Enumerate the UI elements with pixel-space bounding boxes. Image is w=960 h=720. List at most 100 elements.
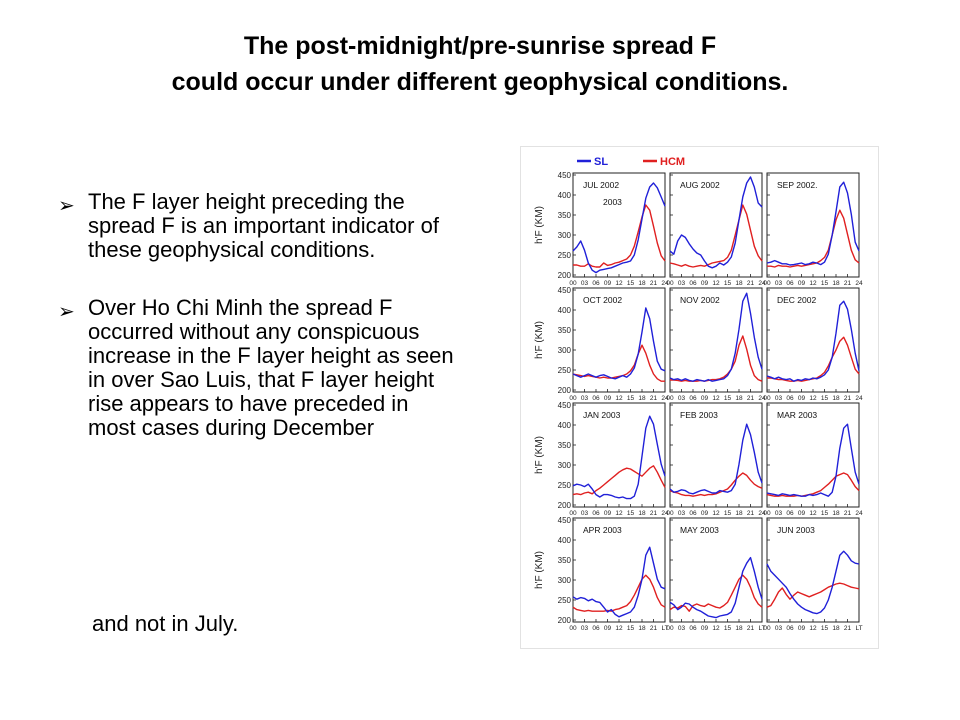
x-tick-label: 18 (832, 280, 840, 287)
series-line-sl (669, 423, 763, 495)
y-tick-label: 200 (558, 616, 572, 625)
panel-frame (572, 172, 666, 278)
panel-frame (669, 517, 763, 623)
x-tick-label: 21 (747, 395, 755, 402)
panel-label: NOV 2002 (680, 295, 720, 305)
x-tick-label: 06 (786, 395, 794, 402)
series-line-hcm (669, 472, 763, 497)
x-tick-label: 18 (832, 510, 840, 517)
y-tick-label: 400 (558, 536, 572, 545)
series-line-sl (669, 556, 763, 619)
x-tick-label: 15 (724, 280, 732, 287)
bullet-item: ➢ Over Ho Chi Minh the spread F occurred… (58, 296, 458, 440)
bullet-text: The F layer height preceding the spread … (88, 189, 439, 262)
x-tick-label: 24 (855, 280, 863, 287)
x-tick-label: 09 (798, 280, 806, 287)
x-tick-label: 15 (627, 510, 635, 517)
series-line-hcm (572, 465, 666, 496)
x-tick-label: 21 (747, 280, 755, 287)
slide-title-line-2: could occur under different geophysical … (171, 68, 789, 96)
x-tick-label: 00 (763, 625, 771, 632)
x-tick-label: 12 (712, 395, 720, 402)
y-axis-label: h'F (KM) (534, 321, 545, 359)
panel-label: APR 2003 (583, 525, 622, 535)
x-tick-label: 18 (832, 395, 840, 402)
x-tick-label: 21 (844, 510, 852, 517)
x-tick-label: 06 (689, 280, 697, 287)
x-tick-label: 09 (604, 625, 612, 632)
series-line-hcm (766, 472, 860, 497)
y-axis-label: h'F (KM) (534, 206, 545, 244)
x-tick-label: 03 (678, 625, 686, 632)
x-tick-label: 15 (724, 510, 732, 517)
x-tick-label: 00 (763, 280, 771, 287)
x-tick-label: 00 (763, 395, 771, 402)
x-tick-label: 15 (627, 395, 635, 402)
x-tick-label: 15 (724, 625, 732, 632)
series-line-hcm (572, 344, 665, 382)
x-tick-label: 03 (775, 280, 783, 287)
y-tick-label: 350 (558, 326, 572, 335)
series-line-hcm (767, 209, 860, 268)
x-tick-label: 06 (786, 510, 794, 517)
x-tick-label: 06 (689, 625, 697, 632)
y-tick-label: 250 (558, 481, 572, 490)
x-tick-label: 15 (627, 625, 635, 632)
x-tick-label: 09 (798, 395, 806, 402)
x-tick-label: 03 (775, 395, 783, 402)
panel-frame (766, 402, 860, 508)
series-line-sl (572, 546, 666, 618)
x-tick-label: 03 (678, 510, 686, 517)
x-tick-label: 00 (763, 510, 771, 517)
panel-frame (669, 172, 763, 278)
series-line-sl (669, 176, 763, 269)
x-tick-label: 09 (798, 510, 806, 517)
x-tick-label: 03 (775, 625, 783, 632)
x-tick-label: LT (758, 625, 765, 632)
series-line-hcm (670, 335, 763, 382)
x-tick-label: 12 (712, 280, 720, 287)
x-tick-label: 12 (712, 510, 720, 517)
x-tick-label: 09 (604, 395, 612, 402)
legend-label-sl: SL (594, 156, 608, 168)
y-tick-label: 250 (558, 596, 572, 605)
x-tick-label: 03 (581, 395, 589, 402)
x-tick-label: 03 (678, 280, 686, 287)
panel-frame (669, 287, 763, 393)
y-tick-label: 450 (558, 286, 572, 295)
legend-label-hcm: HCM (660, 156, 685, 168)
x-tick-label: 18 (638, 510, 646, 517)
x-tick-label: 24 (661, 510, 669, 517)
x-tick-label: 24 (661, 395, 669, 402)
y-tick-label: 250 (558, 251, 572, 260)
x-tick-label: 12 (712, 625, 720, 632)
x-tick-label: 03 (581, 510, 589, 517)
x-tick-label: 24 (758, 280, 766, 287)
x-tick-label: 24 (855, 395, 863, 402)
x-tick-label: 15 (724, 395, 732, 402)
x-tick-label: 06 (786, 625, 794, 632)
x-tick-label: 09 (701, 510, 709, 517)
panel-label: JUL 2002 (583, 180, 619, 190)
panel-label: MAY 2003 (680, 525, 719, 535)
x-tick-label: 09 (604, 280, 612, 287)
x-tick-label: 06 (786, 280, 794, 287)
x-tick-label: 09 (701, 395, 709, 402)
x-tick-label: 12 (809, 510, 817, 517)
x-tick-label: 21 (650, 280, 658, 287)
y-tick-label: 300 (558, 576, 572, 585)
y-tick-label: 350 (558, 556, 572, 565)
y-tick-label: 200 (558, 501, 572, 510)
x-tick-label: 21 (650, 395, 658, 402)
panel-label: JAN 2003 (583, 410, 621, 420)
x-tick-label: LT (661, 625, 668, 632)
x-tick-label: 18 (735, 510, 743, 517)
x-tick-label: 15 (627, 280, 635, 287)
series-line-hcm (766, 582, 860, 608)
series-line-sl (766, 550, 860, 615)
x-tick-label: 00 (569, 625, 577, 632)
x-tick-label: 18 (638, 625, 646, 632)
series-line-hcm (767, 336, 860, 382)
panel-sublabel: 2003 (603, 197, 622, 207)
panel-frame (766, 517, 860, 623)
